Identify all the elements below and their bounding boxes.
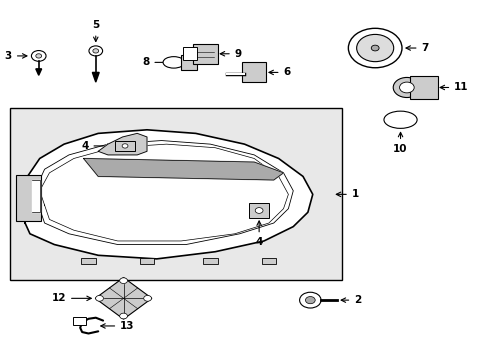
FancyBboxPatch shape	[181, 55, 196, 69]
Text: 8: 8	[142, 57, 169, 67]
Circle shape	[356, 35, 393, 62]
Ellipse shape	[163, 57, 184, 68]
Circle shape	[122, 144, 128, 148]
FancyBboxPatch shape	[73, 317, 85, 325]
Text: 12: 12	[51, 293, 91, 303]
Polygon shape	[20, 130, 312, 259]
Text: 11: 11	[439, 82, 468, 93]
Polygon shape	[98, 134, 147, 155]
Polygon shape	[83, 158, 283, 180]
Text: 9: 9	[220, 49, 242, 59]
FancyBboxPatch shape	[242, 62, 266, 82]
Bar	[261, 258, 276, 264]
Text: 13: 13	[101, 321, 134, 331]
Polygon shape	[36, 69, 41, 75]
Text: 6: 6	[268, 67, 290, 77]
Bar	[203, 258, 217, 264]
Text: 3: 3	[5, 51, 27, 61]
Text: 1: 1	[336, 189, 358, 199]
Bar	[10, 108, 341, 280]
FancyBboxPatch shape	[409, 76, 437, 99]
Polygon shape	[32, 180, 40, 212]
Circle shape	[31, 50, 46, 61]
Text: 7: 7	[405, 43, 428, 53]
Circle shape	[399, 82, 413, 93]
Circle shape	[36, 54, 41, 58]
Circle shape	[347, 28, 401, 68]
Circle shape	[120, 278, 127, 284]
Polygon shape	[92, 72, 99, 82]
Text: 4: 4	[81, 141, 112, 151]
Circle shape	[299, 292, 321, 308]
Circle shape	[120, 313, 127, 319]
Circle shape	[96, 296, 103, 301]
Text: 4: 4	[255, 221, 262, 247]
FancyBboxPatch shape	[16, 175, 41, 221]
Ellipse shape	[383, 111, 416, 129]
Circle shape	[370, 45, 378, 51]
Circle shape	[392, 77, 420, 98]
Circle shape	[255, 208, 263, 213]
Circle shape	[143, 296, 151, 301]
Text: 2: 2	[341, 295, 361, 305]
Circle shape	[93, 49, 99, 53]
Text: 5: 5	[92, 21, 99, 41]
FancyBboxPatch shape	[115, 141, 135, 151]
Circle shape	[89, 46, 102, 56]
FancyBboxPatch shape	[183, 47, 196, 60]
Bar	[140, 258, 154, 264]
Bar	[81, 258, 96, 264]
Polygon shape	[95, 278, 152, 319]
Text: 10: 10	[392, 132, 407, 154]
Circle shape	[305, 297, 315, 304]
FancyBboxPatch shape	[193, 44, 217, 64]
FancyBboxPatch shape	[249, 203, 268, 218]
